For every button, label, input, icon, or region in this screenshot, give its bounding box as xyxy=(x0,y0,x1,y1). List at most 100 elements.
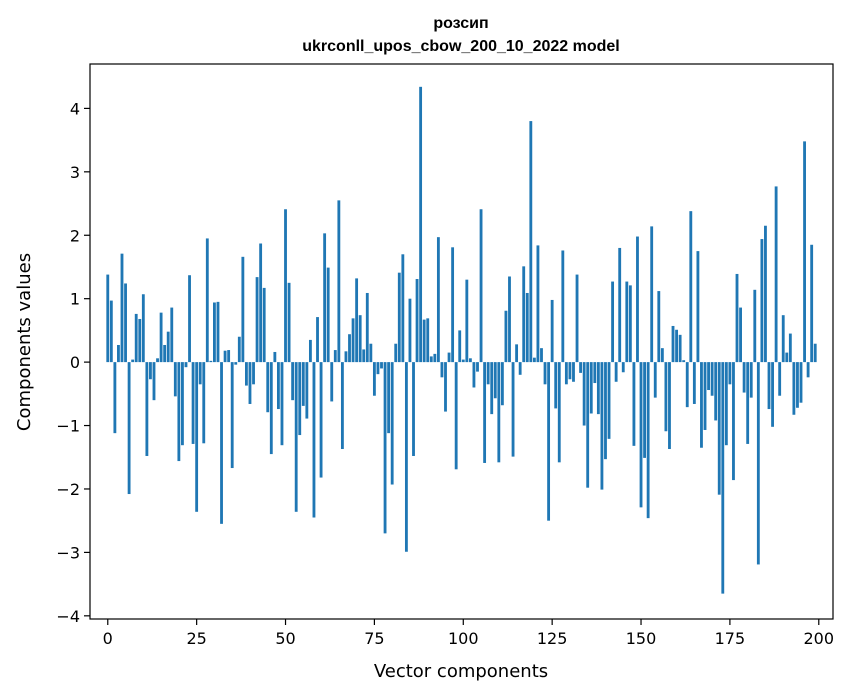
bar-137 xyxy=(593,362,597,384)
bar-116 xyxy=(518,362,522,375)
y-axis-label: Components values xyxy=(14,253,35,431)
bar-82 xyxy=(397,272,401,363)
bar-68 xyxy=(348,334,351,363)
bar-188 xyxy=(774,186,778,363)
bar-185 xyxy=(764,225,767,363)
bar-198 xyxy=(810,244,814,363)
x-tick-label: 25 xyxy=(186,629,206,648)
bar-17 xyxy=(166,331,170,363)
bar-93 xyxy=(436,237,440,363)
bars-group xyxy=(106,86,817,594)
x-tick-label: 175 xyxy=(715,629,746,648)
bar-140 xyxy=(604,362,607,460)
bar-180 xyxy=(746,362,750,444)
bar-144 xyxy=(618,247,622,363)
bar-31 xyxy=(216,301,220,363)
bar-98 xyxy=(454,362,458,470)
bar-129 xyxy=(564,362,568,385)
bar-197 xyxy=(806,362,810,378)
bar-170 xyxy=(710,362,714,396)
bar-6 xyxy=(127,362,131,495)
bar-28 xyxy=(205,238,209,363)
bar-95 xyxy=(444,362,447,412)
bar-101 xyxy=(465,279,469,363)
bar-26 xyxy=(198,362,202,385)
bar-149 xyxy=(636,236,639,363)
bar-96 xyxy=(447,352,451,363)
bar-186 xyxy=(767,362,771,410)
bar-53 xyxy=(294,362,298,512)
bar-156 xyxy=(660,348,664,363)
bar-109 xyxy=(493,362,497,399)
bar-39 xyxy=(245,362,248,386)
bar-182 xyxy=(753,289,757,363)
bar-9 xyxy=(138,318,142,363)
bar-70 xyxy=(355,278,359,363)
x-tick-label: 200 xyxy=(804,629,835,648)
bar-119 xyxy=(529,121,533,363)
bar-84 xyxy=(404,362,408,552)
bar-21 xyxy=(181,362,184,446)
bar-134 xyxy=(582,362,586,426)
bar-61 xyxy=(323,233,327,363)
bar-150 xyxy=(639,362,643,508)
bar-184 xyxy=(760,239,764,363)
bar-148 xyxy=(632,362,636,446)
y-tick-label: −3 xyxy=(56,543,80,562)
bar-159 xyxy=(671,325,675,363)
bar-167 xyxy=(700,362,703,448)
bar-161 xyxy=(678,334,682,363)
bar-59 xyxy=(316,317,319,363)
bar-178 xyxy=(739,307,742,363)
bar-19 xyxy=(173,362,177,397)
bar-54 xyxy=(298,362,302,436)
bar-145 xyxy=(621,362,625,373)
bar-8 xyxy=(134,313,138,363)
bar-160 xyxy=(675,329,678,363)
bar-181 xyxy=(749,362,753,398)
bar-91 xyxy=(429,356,433,363)
bar-44 xyxy=(262,287,266,363)
bar-171 xyxy=(714,362,718,421)
bar-127 xyxy=(557,362,561,463)
bar-71 xyxy=(358,315,362,363)
bar-120 xyxy=(532,357,536,363)
bar-65 xyxy=(337,200,341,363)
x-axis-label: Vector components xyxy=(374,661,548,682)
bar-77 xyxy=(380,362,383,369)
bar-123 xyxy=(543,362,547,385)
y-tick-label: 3 xyxy=(70,163,80,182)
bar-47 xyxy=(273,351,277,363)
bar-58 xyxy=(312,362,316,518)
bar-37 xyxy=(237,336,241,363)
bar-36 xyxy=(234,362,238,365)
bar-43 xyxy=(259,243,263,363)
bar-107 xyxy=(486,362,490,385)
bar-124 xyxy=(547,362,551,521)
bar-23 xyxy=(188,275,191,363)
bar-10 xyxy=(141,294,145,363)
bar-155 xyxy=(657,291,661,363)
bar-62 xyxy=(326,267,330,363)
bar-142 xyxy=(611,281,615,363)
bar-11 xyxy=(145,362,149,456)
bar-50 xyxy=(284,209,287,363)
bar-5 xyxy=(124,283,127,363)
bar-4 xyxy=(120,253,124,363)
chart-title-line-1: розсип xyxy=(433,15,488,32)
bar-154 xyxy=(653,362,657,398)
bar-14 xyxy=(156,358,159,363)
bar-104 xyxy=(476,362,479,372)
y-tick-label: 1 xyxy=(70,290,80,309)
bar-126 xyxy=(554,362,558,409)
bar-139 xyxy=(600,362,604,490)
bar-164 xyxy=(689,211,693,363)
bar-75 xyxy=(372,362,376,396)
bar-143 xyxy=(614,362,618,382)
bar-177 xyxy=(735,273,739,363)
bar-102 xyxy=(468,358,472,363)
bar-60 xyxy=(319,362,323,478)
bar-147 xyxy=(628,285,632,363)
bar-79 xyxy=(387,362,391,434)
bar-35 xyxy=(230,362,234,469)
